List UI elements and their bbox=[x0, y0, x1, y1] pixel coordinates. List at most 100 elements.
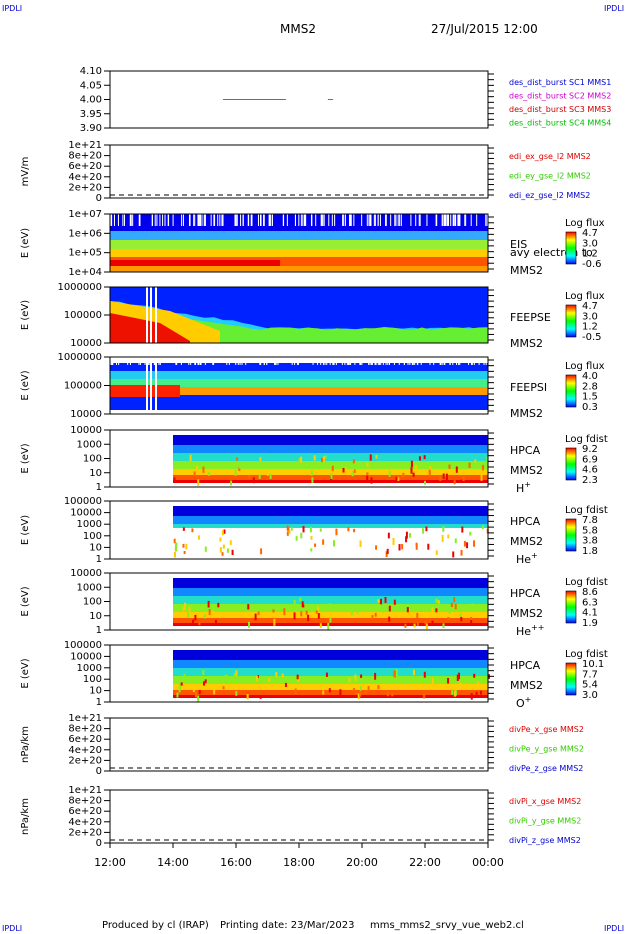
eis-gap-stripe bbox=[194, 214, 196, 226]
eis-gap-stripe bbox=[240, 214, 242, 226]
p10-ytick-label: 8e+20 bbox=[68, 724, 102, 735]
p9-speck bbox=[352, 688, 355, 692]
p6-speck bbox=[453, 480, 456, 485]
feepsi-noise bbox=[456, 361, 458, 365]
p1-legend-entry: des_dist_burst SC3 MMS3 bbox=[509, 105, 611, 114]
eis-gap-stripe bbox=[441, 214, 443, 226]
x-axis-tick-label: 12:00 bbox=[94, 856, 126, 869]
feepsi-noise bbox=[180, 361, 182, 365]
feepsi-noise bbox=[139, 361, 141, 365]
feepsi-gap bbox=[146, 357, 148, 414]
p8-speck bbox=[454, 603, 457, 610]
eis-gap-stripe bbox=[399, 214, 401, 226]
p7-speck bbox=[452, 551, 455, 558]
p9-band-blue bbox=[173, 650, 488, 660]
p8-speck bbox=[328, 603, 331, 609]
p11-ylabel: nPa/km bbox=[20, 798, 31, 835]
eis-gap-stripe bbox=[457, 214, 459, 226]
feepse-gap bbox=[146, 287, 148, 343]
eis-gap-stripe bbox=[210, 214, 212, 226]
p11-ytick-label: 8e+20 bbox=[68, 796, 102, 807]
p9-speck bbox=[328, 688, 331, 693]
p6-band-cyan bbox=[173, 453, 488, 461]
eis-gap-stripe bbox=[139, 214, 141, 226]
p9-colorbar bbox=[565, 662, 577, 696]
p7-speck bbox=[425, 526, 428, 532]
p6-speck bbox=[410, 460, 413, 468]
feepsi-noise bbox=[212, 361, 214, 365]
p6-speck bbox=[320, 457, 323, 463]
feepsi-noise bbox=[324, 361, 326, 365]
p9-colorbar-tick: 5.4 bbox=[582, 680, 598, 691]
header-spacecraft: MMS2 bbox=[280, 22, 316, 36]
eis-gap-stripe bbox=[110, 214, 112, 226]
p4-colorbar-title: Log flux bbox=[565, 291, 605, 302]
feepsi-noise bbox=[237, 361, 239, 365]
eis-gap-stripe bbox=[373, 214, 375, 226]
p2-legend-entry: edi_ey_gse_l2 MMS2 bbox=[509, 172, 591, 181]
p6-speck bbox=[196, 465, 199, 472]
eis-gap-stripe bbox=[350, 214, 352, 226]
corner-label-bottom-left: IPDLI bbox=[2, 924, 23, 933]
p7-spacecraft-label: MMS2 bbox=[510, 535, 543, 548]
feepsi-noise bbox=[385, 361, 387, 365]
p10-ytick-label: 6e+20 bbox=[68, 734, 102, 745]
eis-gap-stripe bbox=[247, 214, 249, 226]
p7-instrument-label: HPCA bbox=[510, 515, 541, 528]
p8-spacecraft-label: MMS2 bbox=[510, 607, 543, 620]
feepsi-green-band bbox=[110, 379, 488, 389]
p11-ytick-label: 0 bbox=[96, 838, 102, 849]
p7-speck bbox=[231, 549, 234, 556]
p3-frame bbox=[109, 213, 489, 273]
p8-ylabel: E (eV) bbox=[20, 586, 31, 616]
eis-gap-stripe bbox=[321, 214, 323, 226]
p7-speck bbox=[191, 528, 194, 533]
p7-speck bbox=[405, 536, 408, 543]
p6-speck bbox=[352, 459, 355, 464]
p7-speck bbox=[174, 544, 177, 552]
p9-speck bbox=[473, 673, 476, 678]
p8-speck bbox=[254, 613, 257, 621]
feepsi-noise bbox=[349, 361, 351, 365]
feepsi-noise bbox=[188, 361, 190, 365]
p3-ytick-label: 1e+06 bbox=[68, 228, 102, 239]
eis-gap-stripe bbox=[444, 214, 446, 226]
p8-speck bbox=[384, 597, 387, 603]
p5-ytick-label: 10000 bbox=[70, 409, 102, 420]
eis-gap-stripe bbox=[455, 214, 457, 226]
p6-colorbar-tick: 4.6 bbox=[582, 465, 598, 476]
eis-gap-stripe bbox=[164, 214, 166, 226]
p6-speck bbox=[429, 466, 432, 471]
p8-speck bbox=[217, 602, 220, 608]
p2-legend-entry: edi_ez_gse_l2 MMS2 bbox=[509, 191, 590, 200]
eis-gap-stripe bbox=[257, 214, 259, 226]
p9-speck bbox=[367, 686, 370, 692]
eis-band-cyan bbox=[110, 231, 488, 240]
feepsi-noise bbox=[429, 361, 431, 365]
feepsi-noise bbox=[297, 361, 299, 365]
p1-legend-entry: des_dist_burst SC1 MMS1 bbox=[509, 78, 611, 87]
feepsi-noise bbox=[322, 361, 324, 365]
p9-speck bbox=[459, 682, 462, 690]
p9-speck bbox=[401, 678, 404, 685]
feepsi-noise bbox=[213, 361, 215, 365]
p8-ytick-label: 100 bbox=[83, 597, 102, 608]
eis-gap-stripe bbox=[349, 214, 351, 226]
p7-speck bbox=[359, 540, 362, 547]
feepsi-noise bbox=[412, 361, 414, 365]
feepsi-noise bbox=[228, 361, 230, 365]
p9-speck bbox=[359, 690, 362, 697]
p6-speck bbox=[442, 473, 445, 479]
p10-ytick-label: 0 bbox=[96, 766, 102, 777]
p3-ytick-label: 1e+07 bbox=[68, 209, 102, 220]
feepsi-orange-band bbox=[180, 387, 488, 395]
p7-speck bbox=[310, 535, 313, 540]
p9-speck bbox=[357, 693, 360, 700]
p6-ytick-label: 1000 bbox=[77, 439, 102, 450]
feepsi-noise bbox=[200, 361, 202, 365]
p9-speck bbox=[412, 669, 415, 676]
eis-gap-stripe bbox=[270, 214, 272, 226]
feepsi-noise bbox=[440, 361, 442, 365]
eis-gap-stripe bbox=[435, 214, 437, 226]
eis-gap-stripe bbox=[395, 214, 397, 226]
